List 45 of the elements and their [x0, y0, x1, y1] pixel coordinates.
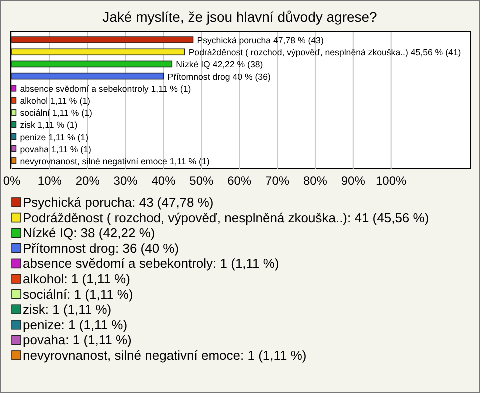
- category-label: Psychická porucha 47,78 % (43): [197, 36, 324, 46]
- bar: [12, 109, 17, 116]
- x-tick-label: 70%: [266, 174, 290, 188]
- category-label: Podrážděnost ( rozchod, výpověď, nesplněná zkouška..) 45,56 % (41): [188, 48, 462, 58]
- category-label: alkohol 1,11 % (1): [20, 96, 90, 106]
- x-tick-label: 80%: [303, 174, 328, 188]
- x-tick-label: 90%: [341, 174, 366, 188]
- text: alkohol: 1 (1,11 %): [23, 272, 130, 286]
- bar: [12, 158, 17, 164]
- category-label: Nízké IQ 42,22 % (38): [176, 60, 264, 70]
- x-tick-label: 40%: [152, 174, 176, 188]
- category-label: zisk 1,11 % (1): [20, 120, 78, 130]
- category-label: penize 1,11 % (1): [20, 132, 89, 142]
- chart-title: Jaké myslíte, že jsou hlavní důvody agrese?: [102, 9, 378, 25]
- bar: [12, 133, 17, 140]
- bar: [12, 121, 17, 128]
- x-tick-label: 0%: [3, 174, 21, 188]
- text: penize: 1 (1,11 %): [23, 317, 128, 332]
- bar: [12, 85, 17, 92]
- category-label: povaha 1,11 % (1): [20, 144, 92, 154]
- bar: [12, 145, 17, 152]
- bar: [12, 72, 164, 80]
- bar: [12, 36, 194, 44]
- text: zisk: 1 (1,11 %): [23, 302, 112, 318]
- bar: [12, 48, 186, 56]
- x-tick-label: 30%: [114, 174, 138, 188]
- text: absence svědomí a sebekontroly: 1 (1,11 %): [23, 256, 280, 272]
- category-label: nevyrovnanost, silné negativní emoce 1,11 % (1): [20, 156, 210, 166]
- text: sociální: 1 (1,11 %): [23, 286, 134, 302]
- text: Podrážděnost ( rozchod, výpověď, nesplněná zkouška..): 41 (45,56 %): [23, 210, 430, 226]
- bar: [12, 60, 173, 68]
- bar: [12, 97, 17, 104]
- category-label: absence svědomí a sebekontroly 1,11 % (1): [20, 84, 192, 94]
- text: Psychická porucha: 43 (47,78 %): [23, 195, 214, 210]
- text: nevyrovnanost, silné negativní emoce: 1 (1,11 %): [23, 348, 307, 363]
- category-label: sociální 1,11 % (1): [20, 108, 92, 118]
- x-tick-label: 10%: [38, 174, 62, 188]
- category-label: Přítomnost drog 40 % (36): [168, 72, 271, 82]
- text: povaha: 1 (1,11 %): [23, 332, 132, 348]
- text: Nízké IQ: 38 (42,22 %): [23, 226, 156, 241]
- x-tick-label: 100%: [376, 174, 408, 188]
- x-tick-label: 60%: [228, 174, 252, 188]
- text: Přítomnost drog: 36 (40 %): [23, 240, 180, 256]
- x-tick-label: 50%: [190, 174, 214, 188]
- x-tick-label: 20%: [76, 174, 100, 188]
